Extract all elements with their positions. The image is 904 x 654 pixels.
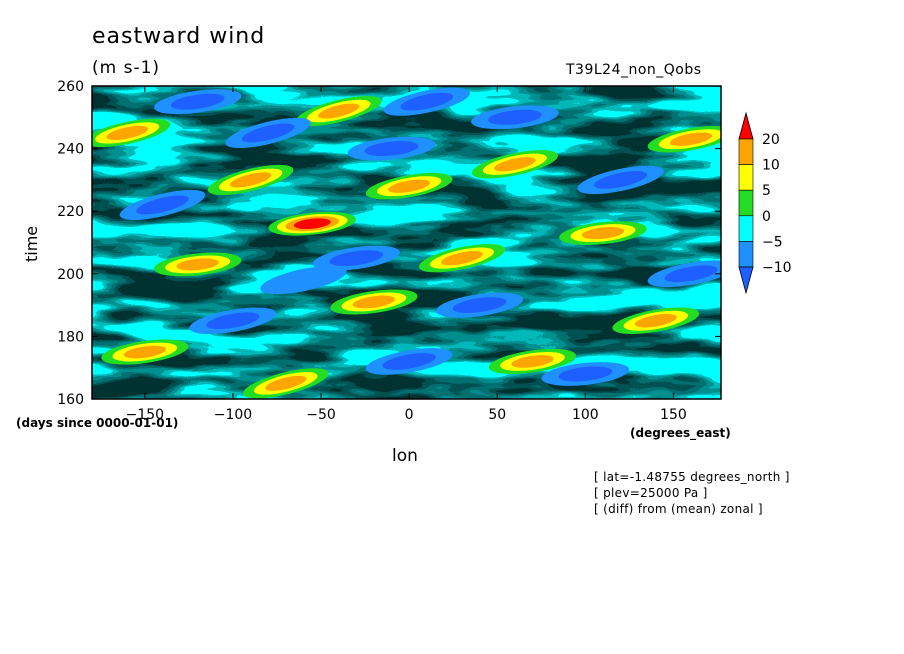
- contour-blob: [241, 123, 295, 143]
- x-tick-label: −50: [306, 407, 336, 423]
- contour-blob: [293, 218, 331, 230]
- contour-blob: [229, 172, 272, 188]
- contour-blob: [136, 195, 189, 215]
- contour-blob: [452, 297, 507, 313]
- x-tick-label: 50: [488, 407, 506, 423]
- colorbar-label: 10: [762, 158, 780, 174]
- contour-blob: [176, 258, 219, 271]
- x-tick-label: 100: [572, 407, 599, 423]
- x-tick-label: −150: [126, 407, 164, 423]
- contour-blob: [493, 157, 536, 172]
- contour-blob: [634, 314, 677, 328]
- colorbar-top-arrow: [738, 111, 754, 140]
- contour-blob: [441, 251, 483, 266]
- axes: −150 −100 −50 0 50 100 150 160 180 200 220 240 260: [57, 79, 721, 423]
- contour-blob: [106, 125, 149, 141]
- contour-blob: [317, 103, 360, 119]
- colorbar-label: −5: [762, 234, 783, 250]
- contour-blob: [594, 171, 648, 189]
- contour-blob: [329, 250, 384, 267]
- contour-blob: [400, 92, 454, 111]
- colorbar-bottom-arrow: [738, 266, 754, 295]
- contour-blob: [123, 345, 166, 359]
- contour-blob: [352, 295, 396, 309]
- x-tick-label: 0: [405, 407, 414, 423]
- contour-blob: [670, 132, 713, 146]
- difference-note: [ (diff) from (mean) zonal ]: [594, 502, 763, 516]
- contour-blob: [511, 355, 554, 368]
- colorbar-box: [738, 164, 754, 191]
- y-tick-label: 240: [57, 142, 84, 158]
- run-id-label: T39L24_non_Qobs: [566, 62, 702, 78]
- contour-blob: [206, 312, 260, 330]
- x-tick-label: −100: [214, 407, 252, 423]
- y-tick-label: 180: [57, 329, 84, 345]
- colorbar-label: 0: [762, 209, 771, 225]
- contour-blob: [487, 109, 542, 125]
- plot-area: [92, 86, 721, 399]
- y-axis-units: (days since 0000-01-01): [16, 416, 179, 430]
- y-tick-label: 220: [57, 204, 84, 220]
- y-tick-label: 160: [57, 392, 84, 408]
- y-tick-label: 260: [57, 79, 84, 95]
- y-tick-label: 200: [57, 267, 84, 283]
- colorbar-box: [738, 241, 754, 268]
- colorbar-label: 5: [762, 183, 771, 199]
- chart-units: (m s-1): [92, 58, 161, 78]
- chart-title: eastward wind: [92, 24, 266, 49]
- colorbar-box: [738, 138, 754, 165]
- contour-blob: [581, 227, 625, 240]
- colorbar: 20 10 5 0 −5 −10: [738, 111, 792, 295]
- contour-blob: [388, 179, 431, 193]
- contour-blob: [558, 366, 613, 382]
- contour-blob: [265, 375, 307, 391]
- plot-frame: [91, 85, 722, 400]
- contour-blob: [382, 353, 436, 370]
- contour-blob: [170, 93, 225, 110]
- colorbar-box: [738, 189, 754, 217]
- contour-blob: [260, 265, 347, 295]
- contour-blob: [664, 265, 718, 283]
- x-axis-label: lon: [392, 446, 418, 466]
- contour-blob: [364, 141, 419, 157]
- pressure-level-note: [ plev=25000 Pa ]: [594, 486, 708, 500]
- latitude-note: [ lat=-1.48755 degrees_north ]: [594, 470, 790, 484]
- x-tick-label: 150: [660, 407, 687, 423]
- colorbar-label: −10: [762, 260, 792, 276]
- colorbar-label: 20: [762, 132, 780, 148]
- x-axis-units: (degrees_east): [630, 426, 731, 440]
- colorbar-box: [738, 215, 754, 242]
